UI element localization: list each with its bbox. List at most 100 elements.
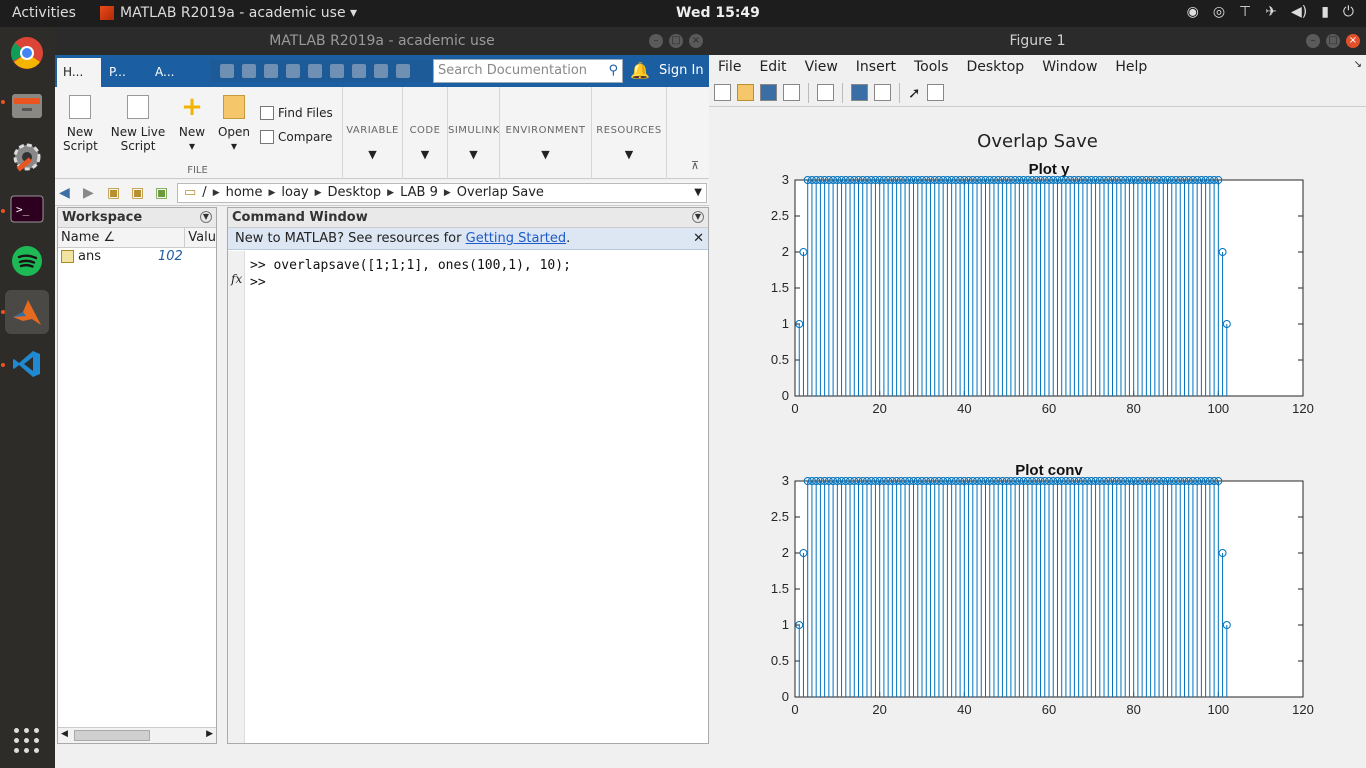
column-name-header[interactable]: Name ∠ [58, 228, 186, 247]
matlab-launcher[interactable] [5, 290, 49, 334]
files-launcher[interactable] [5, 83, 49, 127]
sign-in-link[interactable]: Sign In [659, 63, 704, 78]
scroll-left-icon[interactable]: ◀ [61, 729, 68, 739]
new-button[interactable]: + New ▾ [177, 94, 207, 153]
panel-actions-icon[interactable]: ▼ [200, 211, 212, 223]
spotify-launcher[interactable] [5, 239, 49, 283]
browse-folder-icon[interactable]: ▣ [131, 185, 145, 201]
search-documentation-input[interactable]: Search Documentation ⚲ [433, 59, 623, 83]
terminal-launcher[interactable]: >_ [5, 187, 49, 231]
notification-bell-icon[interactable]: 🔔 [630, 61, 650, 80]
vscode-launcher[interactable] [5, 342, 49, 386]
search-icon[interactable]: ⚲ [608, 63, 618, 78]
open-file-icon[interactable] [737, 84, 754, 101]
table-row[interactable]: ans 102 [58, 248, 216, 266]
insert-colorbar-icon[interactable] [851, 84, 868, 101]
accessibility-icon[interactable]: ◎ [1212, 4, 1226, 20]
settings-launcher[interactable] [5, 135, 49, 179]
power-icon[interactable]: ⏻ [1342, 4, 1354, 20]
menu-edit[interactable]: Edit [759, 59, 787, 75]
new-live-script-button[interactable]: New Live Script [103, 95, 173, 153]
menu-view[interactable]: View [804, 59, 838, 75]
menu-insert[interactable]: Insert [855, 59, 896, 75]
print-figure-icon[interactable] [783, 84, 800, 101]
getting-started-link[interactable]: Getting Started [465, 231, 567, 246]
dock-figure-icon[interactable]: ↘ [1353, 59, 1362, 70]
refresh-folder-icon[interactable]: ▣ [155, 185, 169, 201]
tab-home[interactable]: H... [57, 58, 101, 87]
cut-icon[interactable] [242, 64, 256, 78]
column-value-header[interactable]: Valu [188, 230, 216, 245]
chrome-launcher[interactable] [5, 31, 49, 75]
command-window-panel[interactable]: Command Window ▼ New to MATLAB? See reso… [227, 207, 709, 744]
minimize-icon[interactable]: – [649, 34, 663, 48]
menu-window[interactable]: Window [1042, 59, 1098, 75]
current-folder-path[interactable]: ▭ / ▶ home ▶ loay ▶ Desktop ▶ LAB 9 ▶ Overlap… [177, 183, 707, 203]
close-icon[interactable]: × [689, 34, 703, 48]
code-group[interactable]: CODE ▼ [402, 87, 447, 179]
scrollbar-thumb[interactable] [74, 730, 150, 741]
customize-icon[interactable] [396, 64, 410, 78]
up-folder-icon[interactable]: ▣ [107, 185, 121, 201]
battery-icon[interactable]: ▮ [1321, 4, 1329, 20]
insert-legend-icon[interactable] [874, 84, 891, 101]
airplane-icon[interactable]: ✈ [1265, 4, 1277, 20]
path-segment-lab[interactable]: LAB 9 [400, 185, 438, 200]
save-icon[interactable] [220, 64, 234, 78]
save-figure-icon[interactable] [760, 84, 777, 101]
close-icon[interactable]: × [1346, 34, 1360, 48]
path-segment-home[interactable]: home [225, 185, 263, 200]
simulink-group[interactable]: SIMULINK ▼ [447, 87, 499, 179]
activities-button[interactable]: Activities [12, 5, 76, 21]
variable-group[interactable]: VARIABLE ▼ [342, 87, 402, 179]
forward-icon[interactable]: ▶ [83, 185, 94, 201]
paste-icon[interactable] [286, 64, 300, 78]
compare-button[interactable]: Compare [260, 130, 332, 144]
menu-tools[interactable]: Tools [913, 59, 949, 75]
path-segment-desktop[interactable]: Desktop [327, 185, 382, 200]
clock[interactable]: Wed 15:49 [676, 5, 760, 21]
switch-windows-icon[interactable] [352, 64, 366, 78]
property-inspector-icon[interactable] [926, 84, 944, 101]
path-segment-user[interactable]: loay [281, 185, 309, 200]
horizontal-scrollbar[interactable]: ◀ ▶ [58, 727, 216, 743]
figure-titlebar[interactable]: Figure 1 – □ × [709, 27, 1366, 55]
redo-icon[interactable] [330, 64, 344, 78]
resources-group[interactable]: RESOURCES ▼ [591, 87, 667, 179]
app-menu[interactable]: MATLAB R2019a - academic use ▾ [100, 5, 357, 21]
open-button[interactable]: Open ▾ [217, 95, 251, 153]
back-icon[interactable]: ◀ [59, 185, 70, 201]
path-segment-root[interactable]: / [202, 185, 207, 200]
volume-icon[interactable]: ◀) [1290, 4, 1308, 20]
collapse-toolstrip-icon[interactable]: ⊼ [691, 159, 700, 172]
path-segment-current[interactable]: Overlap Save [456, 185, 544, 200]
help-icon[interactable] [374, 64, 388, 78]
function-browser-icon[interactable]: fx [231, 272, 243, 286]
maximize-icon[interactable]: □ [669, 34, 683, 48]
command-prompt[interactable]: >> [250, 275, 266, 290]
environment-group[interactable]: ENVIRONMENT ▼ [499, 87, 591, 179]
show-applications-icon[interactable] [14, 728, 40, 754]
system-tray[interactable]: ◉ ◎ ⊤ ✈ ◀) ▮ ⏻ [1187, 4, 1354, 20]
matlab-titlebar[interactable]: MATLAB R2019a - academic use – □ × [55, 27, 709, 55]
find-files-button[interactable]: Find Files [260, 106, 333, 120]
maximize-icon[interactable]: □ [1326, 34, 1340, 48]
menu-file[interactable]: File [718, 59, 742, 75]
minimize-icon[interactable]: – [1306, 34, 1320, 48]
chevron-down-icon[interactable]: ▼ [694, 187, 702, 198]
undo-icon[interactable] [308, 64, 322, 78]
copy-icon[interactable] [264, 64, 278, 78]
tab-apps[interactable]: A... [155, 65, 175, 79]
edit-plot-pointer-icon[interactable]: ➚ [908, 83, 921, 102]
scroll-right-icon[interactable]: ▶ [206, 729, 213, 739]
menu-help[interactable]: Help [1115, 59, 1148, 75]
link-plot-icon[interactable] [817, 84, 834, 101]
network-icon[interactable]: ⊤ [1239, 4, 1252, 20]
close-icon[interactable]: ✕ [693, 231, 704, 246]
new-figure-icon[interactable] [714, 84, 731, 101]
tab-plots[interactable]: P... [109, 65, 126, 79]
new-script-button[interactable]: New Script [63, 95, 98, 153]
location-icon[interactable]: ◉ [1186, 4, 1199, 20]
menu-desktop[interactable]: Desktop [966, 59, 1025, 75]
